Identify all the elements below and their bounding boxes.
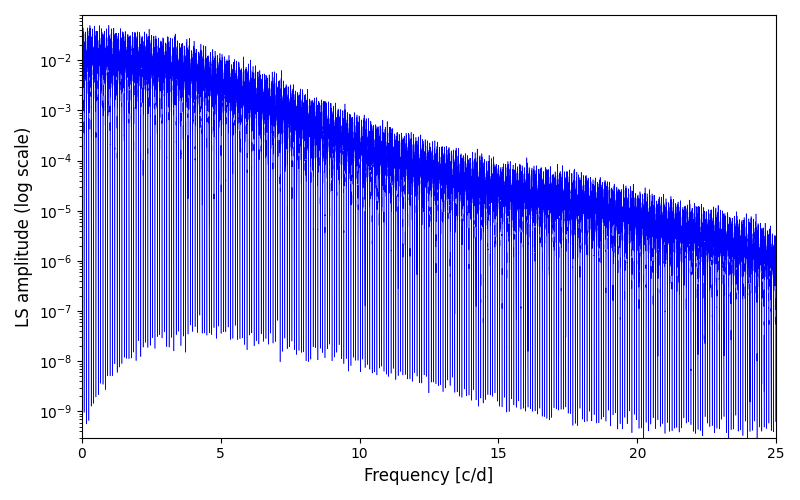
Y-axis label: LS amplitude (log scale): LS amplitude (log scale) [15,126,33,326]
X-axis label: Frequency [c/d]: Frequency [c/d] [364,467,494,485]
